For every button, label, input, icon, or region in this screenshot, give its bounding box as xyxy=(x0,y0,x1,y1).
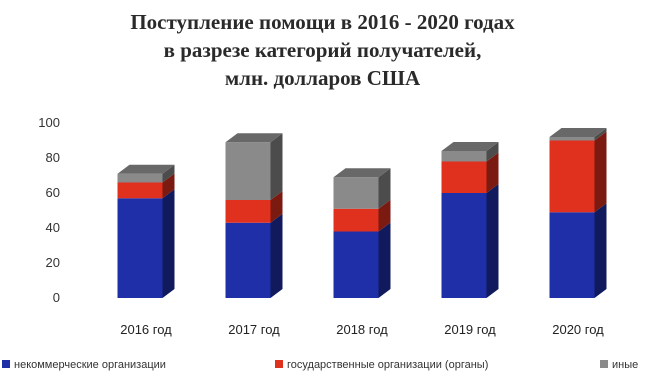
y-tick-label: 0 xyxy=(53,290,60,305)
y-tick-label: 100 xyxy=(38,115,60,130)
bar-top xyxy=(549,128,607,137)
bar-side xyxy=(162,189,175,298)
bar-side xyxy=(594,203,607,298)
bar-side xyxy=(594,131,607,213)
legend-label: иные xyxy=(612,359,638,371)
legend-label: некоммерческие организации xyxy=(14,359,166,371)
bar-side xyxy=(486,184,499,298)
x-tick-label: 2016 год xyxy=(120,322,172,337)
bar-side xyxy=(162,164,175,183)
bar-side xyxy=(378,168,391,209)
bar-side xyxy=(594,128,607,141)
y-tick-label: 20 xyxy=(46,255,60,270)
bar-segment xyxy=(441,151,487,162)
bar-segment xyxy=(549,212,595,298)
y-tick-label: 60 xyxy=(46,185,60,200)
bar-segment xyxy=(333,208,379,232)
x-tick-label: 2019 год xyxy=(444,322,496,337)
legend-swatch xyxy=(600,360,608,368)
bar-segment xyxy=(333,231,379,298)
bar-segment xyxy=(441,161,487,193)
bar-side xyxy=(270,191,283,223)
bar-segment xyxy=(117,182,163,199)
bar-top xyxy=(117,164,175,174)
bar-top xyxy=(333,168,391,178)
chart-title-line-3: млн. долларов США xyxy=(224,66,421,90)
bar-segment xyxy=(549,140,595,213)
bar-segment xyxy=(225,142,271,200)
bar-side xyxy=(270,213,283,298)
y-tick-label: 40 xyxy=(46,220,60,235)
bar-segment xyxy=(117,173,163,183)
chart-title-line-2: в разрезе категорий получателей, xyxy=(163,38,482,62)
x-tick-label: 2020 год xyxy=(552,322,604,337)
bar-segment xyxy=(225,222,271,298)
x-tick-label: 2018 год xyxy=(336,322,388,337)
y-tick-label: 80 xyxy=(46,150,60,165)
legend-swatch xyxy=(275,360,283,368)
legend-label: государственные организации (органы) xyxy=(287,359,488,371)
bar-segment xyxy=(549,137,595,141)
bar-side xyxy=(486,152,499,193)
bar-side xyxy=(486,142,499,162)
bar-side xyxy=(378,222,391,298)
bar-top xyxy=(441,142,499,151)
bar-segment xyxy=(441,193,487,298)
bar-side xyxy=(270,133,283,200)
bar-segment xyxy=(333,177,379,209)
bar-segment xyxy=(117,198,163,298)
bar-top xyxy=(225,133,283,143)
bar-side xyxy=(162,173,175,199)
bar-side xyxy=(378,199,391,232)
chart-title-line-1: Поступление помощи в 2016 - 2020 годах xyxy=(130,10,515,34)
legend-swatch xyxy=(2,360,10,368)
x-tick-label: 2017 год xyxy=(228,322,280,337)
bar-segment xyxy=(225,200,271,223)
